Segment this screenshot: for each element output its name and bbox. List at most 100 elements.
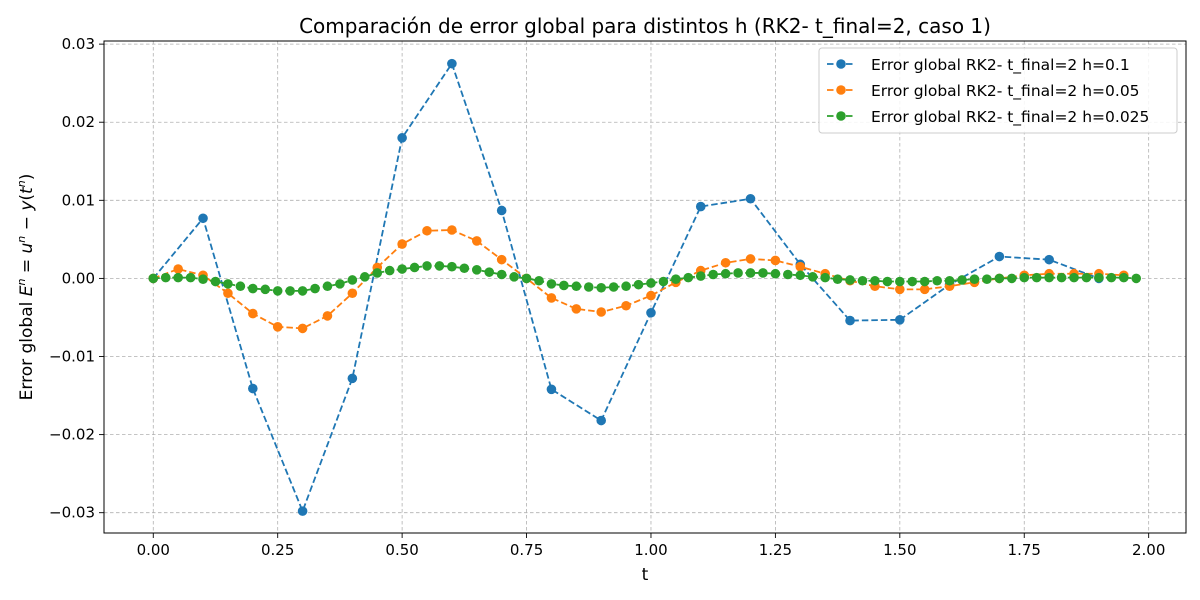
x-tick-label: 0.75: [510, 541, 543, 559]
data-point: [248, 308, 258, 319]
data-point: [683, 272, 694, 283]
data-point: [447, 225, 457, 235]
data-point: [409, 262, 420, 273]
data-point: [297, 323, 308, 334]
data-point: [509, 272, 519, 282]
data-point: [434, 261, 445, 271]
data-point: [571, 281, 582, 292]
data-point: [795, 270, 806, 281]
x-tick-label: 2.00: [1132, 541, 1165, 559]
data-point: [608, 282, 619, 292]
data-point: [173, 272, 183, 283]
data-point: [994, 251, 1005, 262]
x-axis-label: t: [642, 565, 649, 585]
series-line-2: [152, 229, 1124, 330]
data-point: [471, 236, 482, 246]
x-tick-label: 1.50: [883, 541, 916, 559]
data-point: [695, 271, 706, 281]
data-point: [845, 315, 855, 326]
data-point: [559, 280, 569, 291]
data-point: [546, 293, 557, 303]
data-point: [1106, 272, 1117, 283]
data-point: [372, 268, 383, 278]
x-tick-label: 1.75: [1008, 541, 1041, 559]
data-point: [633, 279, 644, 290]
data-point: [496, 254, 507, 265]
y-tick-label: −0.01: [49, 348, 95, 366]
data-point: [272, 322, 283, 332]
data-point: [285, 286, 295, 296]
data-series: [148, 58, 1142, 516]
data-point: [347, 373, 358, 384]
data-point: [870, 275, 880, 286]
y-tick-label: 0.02: [62, 113, 95, 131]
data-point: [534, 275, 544, 286]
data-point: [932, 275, 942, 286]
data-point: [185, 272, 196, 283]
plot-frame: [103, 40, 1187, 534]
y-tick-label: 0.01: [62, 191, 95, 209]
data-point: [596, 307, 607, 317]
data-point: [422, 225, 432, 236]
data-point: [895, 276, 905, 287]
data-point: [297, 286, 308, 296]
x-tick-label: 0.50: [385, 541, 418, 559]
legend-marker: [836, 85, 846, 95]
data-point: [447, 58, 457, 69]
data-point: [1131, 273, 1142, 284]
data-point: [907, 276, 918, 287]
data-point: [397, 239, 407, 249]
data-point: [845, 275, 855, 285]
legend-marker: [836, 59, 846, 69]
data-point: [571, 304, 582, 314]
data-point: [895, 284, 905, 295]
data-point: [758, 268, 768, 278]
data-point: [173, 264, 183, 274]
data-point: [708, 269, 718, 280]
data-point: [384, 265, 395, 276]
data-point: [248, 383, 258, 394]
data-point: [322, 311, 333, 321]
data-point: [459, 263, 470, 274]
legend-entry: Error global RK2- t_final=2 h=0.025: [871, 108, 1149, 127]
y-tick-label: −0.02: [49, 426, 95, 444]
data-point: [957, 275, 967, 285]
data-point: [260, 284, 271, 295]
chart-title: Comparación de error global para distint…: [299, 14, 991, 38]
data-point: [882, 276, 893, 287]
data-point: [198, 274, 208, 284]
data-point: [745, 268, 756, 278]
data-point: [621, 281, 631, 292]
data-point: [198, 213, 208, 224]
y-tick-label: −0.03: [49, 504, 95, 522]
data-point: [919, 284, 930, 295]
y-axis-label: Error global En = un − y(tn): [15, 174, 37, 401]
data-point: [820, 272, 830, 283]
data-point: [1019, 272, 1030, 283]
data-point: [982, 274, 992, 284]
data-point: [223, 288, 233, 299]
data-point: [895, 315, 905, 325]
data-point: [546, 279, 557, 289]
y-tick-label: 0.03: [62, 35, 95, 53]
legend-marker: [836, 111, 846, 121]
data-point: [359, 272, 370, 282]
data-point: [322, 281, 333, 292]
data-point: [496, 205, 507, 216]
legend-entry: Error global RK2- t_final=2 h=0.1: [871, 56, 1130, 75]
data-point: [596, 282, 607, 293]
data-point: [1044, 272, 1054, 283]
x-tick-label: 0.00: [137, 541, 170, 559]
data-point: [210, 276, 221, 287]
data-point: [621, 300, 631, 311]
data-point: [347, 288, 358, 299]
data-point: [310, 283, 320, 294]
axis-ticks: 0.00 0.25 0.50 0.75 1.00 1.25 1.50 1.75 2.00 −0.0…: [49, 35, 1165, 559]
data-point: [720, 257, 731, 268]
data-point: [944, 275, 955, 286]
data-point: [969, 274, 980, 284]
data-point: [646, 278, 656, 288]
data-point: [235, 281, 246, 292]
data-point: [646, 290, 656, 301]
